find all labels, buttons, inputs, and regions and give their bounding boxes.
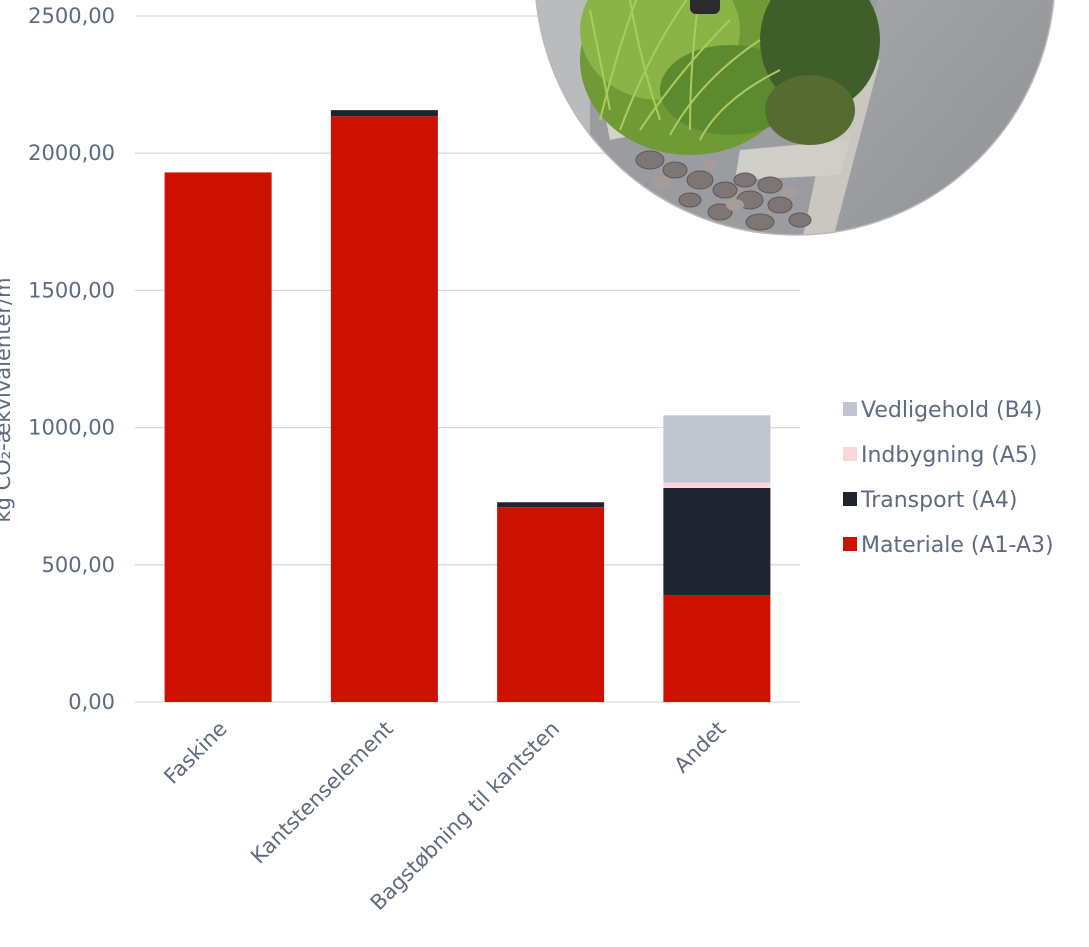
x-tick-label: Andet <box>669 717 730 778</box>
x-tick-label: Bagstøbning til kantsten <box>366 717 564 915</box>
photo-frame <box>535 0 1055 236</box>
y-axis-label: kg CO₂-ækvivalenter/m <box>0 277 15 522</box>
bar-transport-a4-2 <box>497 502 605 508</box>
legend: Vedligehold (B4) Indbygning (A5) Transport… <box>843 398 1054 558</box>
legend-swatch <box>843 492 857 506</box>
y-tick-label: 1500,00 <box>28 278 115 302</box>
legend-swatch <box>843 447 857 461</box>
bar-materiale-a1-a3-2 <box>497 507 605 702</box>
bars <box>164 110 771 702</box>
y-tick-label: 1000,00 <box>28 416 115 440</box>
bar-transport-a4-1 <box>330 110 438 117</box>
y-tick-labels: 0,00 500,00 1000,00 1500,00 2000,00 2500,00 <box>28 4 115 714</box>
bar-materiale-a1-a3-3 <box>663 594 771 702</box>
y-tick-label: 500,00 <box>42 553 115 577</box>
bar-indbygning-a5-3 <box>663 482 771 488</box>
legend-label: Transport (A4) <box>860 488 1017 513</box>
legend-swatch <box>843 402 857 416</box>
y-tick-label: 2000,00 <box>28 141 115 165</box>
x-tick-label: Kantstenselement <box>246 717 398 869</box>
bar-materiale-a1-a3-0 <box>164 172 272 702</box>
bar-vedligehold-b4-3 <box>663 415 771 483</box>
x-tick-label: Faskine <box>159 717 231 789</box>
bar-materiale-a1-a3-1 <box>330 116 438 702</box>
legend-label: Indbygning (A5) <box>861 443 1038 468</box>
y-tick-label: 2500,00 <box>28 4 115 28</box>
bar-transport-a4-3 <box>663 487 771 595</box>
legend-label: Vedligehold (B4) <box>861 398 1042 423</box>
y-tick-label: 0,00 <box>68 690 115 714</box>
legend-label: Materiale (A1-A3) <box>861 533 1054 558</box>
legend-swatch <box>843 537 857 551</box>
rain-garden-photo <box>535 0 1055 235</box>
